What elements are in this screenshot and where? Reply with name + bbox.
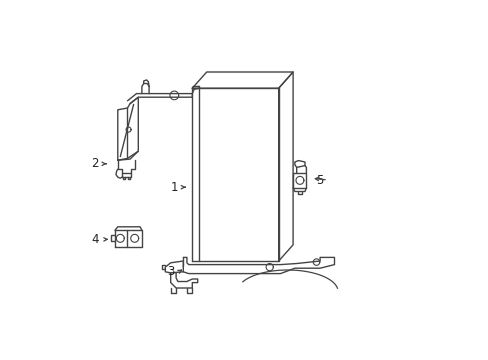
- Text: 3: 3: [166, 265, 174, 278]
- Text: 4: 4: [91, 233, 99, 246]
- Text: 2: 2: [91, 157, 99, 170]
- Text: 1: 1: [170, 181, 178, 194]
- Text: 5: 5: [316, 174, 323, 186]
